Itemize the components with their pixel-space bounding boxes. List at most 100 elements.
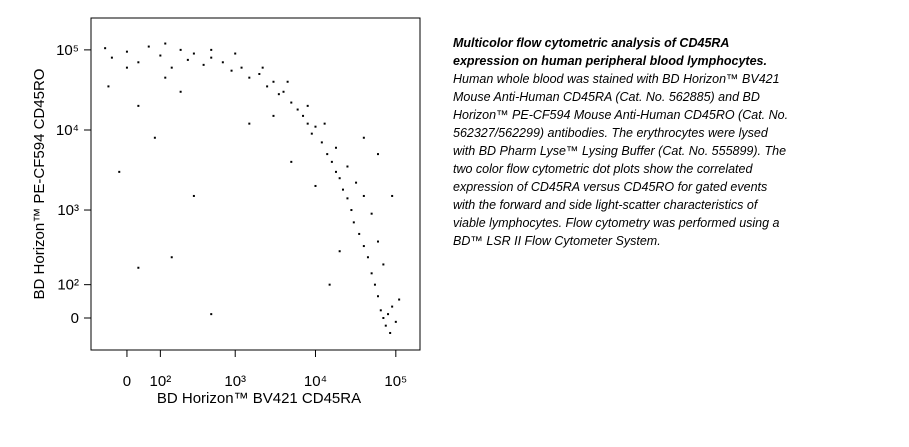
x-tick-label: 10⁵ (384, 373, 407, 390)
dot (328, 283, 331, 286)
dot (350, 209, 353, 212)
dot (382, 263, 385, 266)
caption-title: Multicolor flow cytometric analysis of C… (453, 36, 729, 50)
dot (387, 313, 390, 316)
dot (326, 153, 329, 156)
dot (159, 54, 162, 57)
dot (370, 212, 373, 215)
caption-text: Horizon™ PE-CF594 Mouse Anti-Human CD45R… (453, 108, 788, 122)
dot (153, 136, 156, 139)
dot (248, 76, 251, 79)
dot (362, 245, 365, 248)
caption-text: with the forward and side light-scatter … (453, 198, 759, 212)
dot (391, 194, 394, 197)
dot (164, 42, 167, 45)
dot (296, 108, 299, 111)
dot (346, 165, 349, 168)
dot (107, 85, 110, 88)
dot (125, 66, 128, 69)
dot (202, 63, 205, 66)
dot (346, 197, 349, 200)
dot (125, 50, 128, 53)
dot (302, 114, 305, 117)
dot (210, 313, 213, 316)
dot (384, 324, 387, 327)
caption-text: two color flow cytometric dot plots show… (453, 162, 753, 176)
dot (137, 104, 140, 107)
dot (234, 52, 237, 55)
caption-text: Mouse Anti-Human CD45RA (Cat. No. 562885… (453, 90, 760, 104)
dot (290, 101, 293, 104)
caption-title: expression on human peripheral blood lym… (453, 54, 767, 68)
dot (320, 141, 323, 144)
dot (210, 48, 213, 51)
dot (376, 153, 379, 156)
x-axis-label: BD Horizon™ BV421 CD45RA (157, 390, 361, 407)
dot (391, 305, 394, 308)
dot (355, 181, 358, 184)
y-tick-label: 0 (71, 310, 79, 327)
dot (379, 309, 382, 312)
dot (110, 56, 113, 59)
dot (137, 266, 140, 269)
dot (290, 160, 293, 163)
dot (376, 240, 379, 243)
dot (370, 272, 373, 275)
dot (398, 298, 401, 301)
x-tick-label: 0 (123, 373, 131, 390)
dot (389, 331, 392, 334)
caption-text: with BD Pharm Lyse™ Lysing Buffer (Cat. … (453, 144, 786, 158)
dot (192, 52, 195, 55)
dot (147, 45, 150, 48)
dot (104, 47, 107, 50)
dot (210, 56, 213, 59)
dot (334, 170, 337, 173)
dot (382, 316, 385, 319)
dot (164, 76, 167, 79)
dot (240, 66, 243, 69)
x-tick-label: 10⁴ (304, 373, 327, 390)
plot-frame (90, 17, 421, 351)
y-tick-label: 10⁵ (56, 42, 79, 59)
caption: Multicolor flow cytometric analysis of C… (453, 36, 788, 248)
dot (170, 256, 173, 259)
dot (282, 90, 285, 93)
y-tick-label: 10⁴ (56, 122, 79, 139)
dot (341, 188, 344, 191)
dot (179, 48, 182, 51)
dot (314, 125, 317, 128)
dot (258, 72, 261, 75)
y-tick-label: 10³ (57, 202, 79, 219)
dot (118, 170, 121, 173)
dot (362, 194, 365, 197)
dot (230, 69, 233, 72)
dot (338, 250, 341, 253)
dot (362, 136, 365, 139)
dot (248, 122, 251, 125)
dot (221, 61, 224, 64)
dot (373, 283, 376, 286)
dot (170, 66, 173, 69)
dot (266, 85, 269, 88)
dot (314, 184, 317, 187)
dot (376, 295, 379, 298)
dot (310, 132, 313, 135)
y-tick-label: 10² (57, 277, 79, 294)
caption-text: 562327/562299) antibodies. The erythrocy… (453, 126, 769, 140)
dot (137, 61, 140, 64)
dot (330, 160, 333, 163)
dot (352, 221, 355, 224)
dot (261, 66, 264, 69)
dot (272, 80, 275, 83)
dot (186, 58, 189, 61)
dot (192, 194, 195, 197)
caption-text: Human whole blood was stained with BD Ho… (453, 72, 780, 86)
dot (286, 80, 289, 83)
dot (277, 93, 280, 96)
caption-text: expression of CD45RA versus CD45RO for g… (453, 180, 767, 194)
dot (334, 146, 337, 149)
dot (394, 320, 397, 323)
dot (323, 122, 326, 125)
caption-text: viable lymphocytes. Flow cytometry was p… (453, 216, 780, 230)
